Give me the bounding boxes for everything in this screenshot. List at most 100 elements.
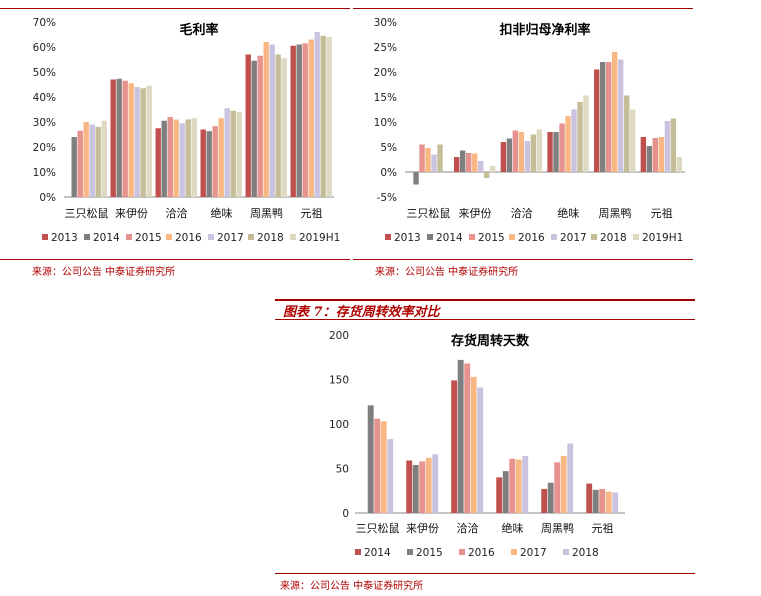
legend-label: 2016 (468, 547, 495, 559)
bar-2016-来伊份 (128, 83, 134, 197)
gross-margin-panel: 毛利率 0% 10% 20% 30% 40% 50% 60% 70% 三只松鼠 来伊份 洽洽 绝味 周黑鸭… (0, 0, 350, 278)
legend-swatch-2017 (551, 234, 557, 240)
legend-label: 2019H1 (642, 232, 683, 244)
legend-label: 2018 (600, 232, 627, 244)
source-note: 来源：公司公告 中泰证券研究所 (375, 267, 519, 278)
bar-2018-三只松鼠 (387, 439, 394, 513)
bar-2019H1-绝味 (583, 95, 589, 172)
bar-2015-来伊份 (412, 464, 419, 513)
y-tick-label: 200 (329, 330, 349, 342)
bar-2015-周黑鸭 (606, 62, 612, 172)
legend-label: 2015 (478, 232, 505, 244)
y-tick-label: 20% (374, 67, 397, 79)
bar-2014-三只松鼠 (71, 137, 77, 197)
legend-swatch-2015 (469, 234, 475, 240)
panel-top-rule (0, 8, 350, 9)
category-label: 三只松鼠 (406, 206, 450, 220)
bar-2016-元祖 (308, 39, 314, 197)
bar-2016-洽洽 (173, 119, 179, 197)
category-label: 绝味 (502, 521, 524, 535)
bar-2013-来伊份 (110, 79, 116, 197)
bar-2014-元祖 (646, 146, 653, 172)
bar-2018-周黑鸭 (624, 95, 630, 172)
bar-2015-周黑鸭 (257, 55, 263, 197)
legend-swatch-2018 (563, 549, 569, 555)
bar-2018-三只松鼠 (437, 144, 443, 172)
bar-2017-来伊份 (425, 457, 432, 513)
inventory-turnover-panel: 图表 7：存货周转效率对比 存货周转天数 0 50 100 150 200 三只松鼠 来伊份 洽… (275, 297, 695, 593)
y-tick-label: 15% (374, 92, 397, 104)
bar-2014-绝味 (496, 477, 503, 513)
y-tick-label: 0% (380, 167, 397, 179)
bar-2017-绝味 (571, 109, 577, 172)
bar-2016-三只松鼠 (374, 418, 381, 513)
bar-2017-来伊份 (478, 161, 484, 172)
bar-2015-三只松鼠 (367, 405, 374, 513)
bar-2015-来伊份 (466, 153, 472, 172)
category-label: 绝味 (557, 206, 579, 220)
legend-label: 2018 (572, 547, 599, 559)
bar-2014-绝味 (206, 131, 212, 197)
bar-2014-来伊份 (116, 78, 122, 197)
bar-2016-来伊份 (419, 461, 426, 513)
legend-label: 2016 (175, 232, 202, 244)
bar-2016-三只松鼠 (83, 122, 89, 197)
y-tick-label: 70% (33, 17, 56, 29)
y-tick-label: 100 (329, 419, 349, 431)
source-rule (275, 573, 695, 574)
legend-swatch-2016 (509, 234, 515, 240)
category-label: 洽洽 (457, 522, 479, 535)
legend-swatch-2013 (42, 234, 48, 240)
category-label: 周黑鸭 (599, 207, 632, 220)
y-tick-label: 20% (33, 142, 56, 154)
y-tick-label: 40% (33, 92, 56, 104)
legend-label: 2017 (560, 232, 587, 244)
bar-2015-绝味 (502, 471, 509, 513)
bar-2017-周黑鸭 (560, 456, 567, 513)
category-label: 元祖 (301, 206, 323, 220)
bar-2017-周黑鸭 (618, 59, 624, 172)
bar-2019H1-周黑鸭 (630, 109, 636, 172)
bar-2014-周黑鸭 (541, 488, 548, 513)
bar-2018-来伊份 (432, 454, 439, 513)
bar-2017-三只松鼠 (380, 421, 387, 513)
bar-2016-绝味 (565, 116, 571, 172)
bar-2019H1-绝味 (236, 112, 242, 197)
y-tick-label: 150 (329, 375, 349, 387)
bar-2013-周黑鸭 (245, 54, 251, 197)
y-tick-label: 10% (374, 117, 397, 129)
category-label: 来伊份 (459, 207, 492, 220)
category-label: 来伊份 (406, 522, 439, 535)
bar-2015-三只松鼠 (77, 130, 83, 197)
legend-swatch-2015 (407, 549, 413, 555)
bar-2015-元祖 (652, 138, 659, 172)
source-rule (0, 259, 350, 260)
category-label: 来伊份 (115, 207, 148, 220)
legend-label: 2014 (93, 232, 120, 244)
bar-2019H1-三只松鼠 (101, 120, 107, 197)
bar-2017-元祖 (664, 121, 671, 172)
bar-2015-洽洽 (457, 359, 464, 513)
legend-label: 2015 (416, 547, 443, 559)
legend-swatch-2017 (208, 234, 214, 240)
bar-2019H1-元祖 (676, 157, 683, 172)
bar-2016-周黑鸭 (612, 52, 618, 172)
y-tick-label: 0 (342, 508, 349, 520)
bar-2017-绝味 (224, 108, 230, 197)
bar-2015-洽洽 (167, 117, 173, 197)
bar-2017-元祖 (314, 32, 320, 197)
legend-label: 2014 (436, 232, 463, 244)
bar-2014-三只松鼠 (413, 172, 419, 185)
category-label: 三只松鼠 (65, 206, 109, 220)
legend-swatch-2014 (355, 549, 361, 555)
bar-2015-来伊份 (122, 80, 128, 197)
bar-2013-周黑鸭 (594, 69, 600, 172)
legend-label: 2017 (217, 232, 244, 244)
bar-2013-来伊份 (454, 157, 460, 172)
bar-2018-绝味 (230, 110, 236, 197)
bar-2016-洽洽 (464, 363, 471, 513)
legend-swatch-2016 (459, 549, 465, 555)
figure-title: 图表 7：存货周转效率对比 (283, 305, 440, 320)
bar-2016-洽洽 (518, 132, 525, 172)
bar-2013-绝味 (547, 132, 553, 172)
